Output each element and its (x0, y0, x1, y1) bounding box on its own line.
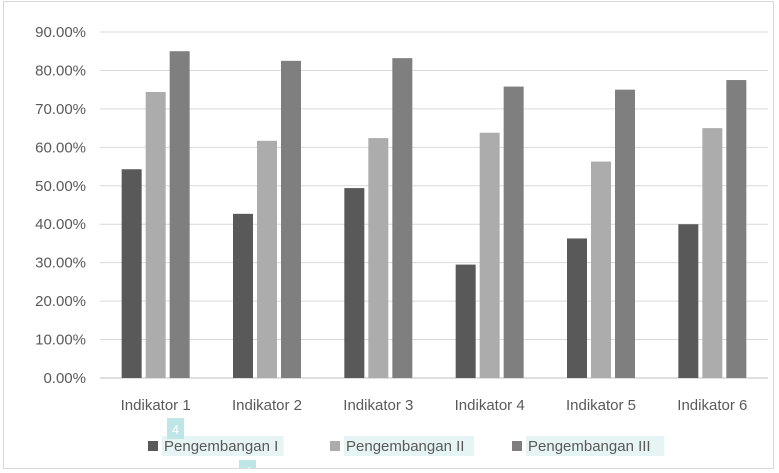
bar (281, 60, 301, 378)
y-tick-label: 80.00% (35, 62, 86, 79)
y-tick-label: 40.00% (35, 216, 86, 233)
bar (392, 58, 413, 379)
annotations: 44 (167, 418, 256, 468)
bar (145, 91, 166, 379)
y-tick-label: 30.00% (35, 255, 86, 272)
x-tick-label: Indikator 4 (455, 397, 525, 414)
y-tick-label: 0.00% (43, 370, 86, 387)
x-tick-label: Indikator 2 (232, 397, 302, 414)
chart-container: 0.00% 10.00% 20.00% 30.00% 40.00% 50.00% 60.00… (3, 1, 774, 469)
x-tick-label: Indikator 5 (566, 397, 636, 414)
bar (233, 213, 253, 378)
x-axis: Indikator 1 Indikator 2 Indikator 3 Indikat… (121, 397, 748, 414)
bar (121, 169, 142, 378)
annotation-badge (167, 418, 184, 439)
bar (726, 80, 747, 379)
legend-swatch (512, 441, 522, 451)
y-tick-label: 50.00% (35, 178, 86, 195)
legend-highlight (162, 436, 284, 456)
legend-swatch (330, 441, 340, 451)
gridlines (100, 31, 768, 379)
legend-label: Pengembangan II (346, 438, 464, 455)
legend-highlight (344, 436, 474, 456)
y-axis: 0.00% 10.00% 20.00% 30.00% 40.00% 50.00% 60.00… (35, 24, 86, 387)
legend-label: Pengembangan III (528, 438, 651, 455)
annotation-label: 4 (244, 464, 251, 468)
bar (455, 264, 476, 378)
annotation-badge (239, 460, 256, 468)
bar (591, 161, 611, 378)
bars (121, 51, 747, 379)
bar (702, 128, 723, 378)
bar (678, 224, 699, 378)
bar (257, 140, 277, 378)
x-tick-label: Indikator 1 (121, 397, 191, 414)
bar (169, 51, 190, 378)
bar-chart: 0.00% 10.00% 20.00% 30.00% 40.00% 50.00% 60.00… (35, 24, 768, 468)
y-tick-label: 60.00% (35, 139, 86, 156)
annotation-label: 4 (172, 422, 179, 437)
bar (344, 188, 365, 378)
legend-swatch (148, 441, 158, 451)
legend-highlight (526, 436, 665, 456)
legend: Pengembangan I Pengembangan II Pengembanga… (148, 436, 665, 456)
bar (479, 132, 500, 378)
x-tick-label: Indikator 3 (343, 397, 413, 414)
bar (615, 89, 635, 379)
bar (567, 238, 587, 378)
x-tick-label: Indikator 6 (677, 397, 747, 414)
y-tick-label: 20.00% (35, 293, 86, 310)
y-tick-label: 90.00% (35, 24, 86, 41)
bar (368, 138, 389, 378)
legend-label: Pengembangan I (164, 438, 278, 455)
y-tick-label: 10.00% (35, 332, 86, 349)
bar (503, 86, 524, 378)
y-tick-label: 70.00% (35, 101, 86, 118)
